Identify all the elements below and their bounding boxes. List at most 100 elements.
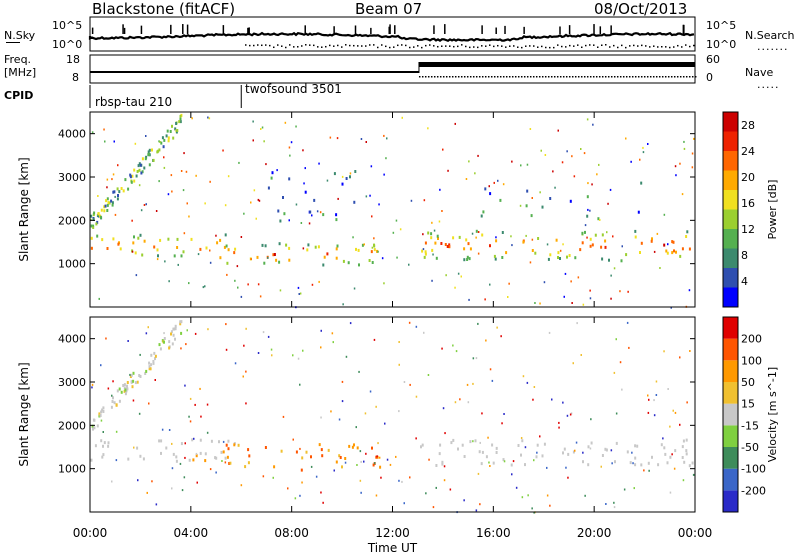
noise-cell [91, 386, 93, 389]
nave-point [667, 76, 670, 78]
noise-cell [591, 183, 593, 186]
colorbar-tick-label: 16 [741, 197, 755, 210]
noise-cell [488, 185, 490, 188]
data-cell [99, 414, 102, 417]
data-cell [450, 441, 453, 445]
noise-cell [531, 238, 534, 241]
data-cell [174, 327, 177, 331]
noise-cell [364, 412, 367, 415]
data-cell [154, 357, 156, 361]
noise-cell [488, 461, 490, 464]
noise-cell [333, 469, 335, 472]
nsearch-point [437, 45, 439, 48]
data-cell [110, 199, 113, 203]
noise-cell [234, 279, 236, 282]
nave-point [664, 76, 667, 78]
data-cell [102, 444, 104, 448]
data-cell [100, 208, 103, 212]
nave-point [442, 76, 445, 78]
data-cell [435, 256, 438, 260]
data-cell [132, 241, 135, 245]
noise-cell [180, 347, 182, 350]
noise-cell [662, 437, 664, 440]
data-cell [354, 170, 357, 173]
data-cell [175, 122, 178, 125]
data-cell [495, 446, 498, 450]
noise-cell [292, 354, 294, 357]
data-cell [150, 363, 153, 367]
noise-cell [681, 193, 684, 196]
data-cell [199, 438, 202, 442]
data-cell [522, 240, 525, 244]
x-axis-label: Time UT [367, 541, 418, 554]
nsearch-point [461, 44, 463, 46]
data-cell [98, 412, 101, 416]
noise-cell [184, 384, 186, 387]
data-cell [117, 194, 119, 197]
data-cell [226, 455, 229, 459]
noise-cell [311, 214, 313, 217]
data-cell [136, 170, 139, 173]
data-cell [139, 454, 142, 458]
noise-cell [468, 160, 470, 163]
data-cell [227, 248, 230, 252]
data-cell [347, 261, 350, 265]
nave-point [592, 76, 595, 78]
noise-cell [503, 413, 505, 415]
data-cell [204, 459, 207, 463]
data-cell [158, 148, 161, 152]
data-cell [574, 256, 577, 260]
data-cell [685, 235, 688, 238]
noise-cell [540, 149, 542, 152]
noise-cell [628, 346, 630, 349]
nsearch-point [545, 46, 547, 49]
data-cell [122, 189, 125, 193]
data-cell [353, 200, 356, 204]
data-cell [148, 163, 151, 167]
noise-cell [183, 476, 186, 479]
noise-cell [237, 286, 239, 289]
data-cell [199, 451, 202, 455]
nsearch-point [569, 44, 571, 47]
noise-cell [183, 152, 185, 155]
noise-cell [655, 394, 658, 396]
nave-point [574, 76, 577, 78]
noise-cell [431, 221, 433, 224]
colorbar-frame [722, 111, 739, 308]
data-cell [379, 465, 382, 469]
nsearch-point [349, 44, 351, 47]
nsearch-point [261, 44, 263, 47]
data-cell [597, 217, 600, 221]
freq-label: Freq. [4, 53, 32, 66]
noise-cell [564, 272, 567, 275]
data-cell [494, 257, 497, 261]
nave-point [625, 76, 628, 78]
nsearch-point [369, 44, 371, 46]
y-axis-label: Slant Range [km] [17, 362, 31, 466]
noise-cell [319, 211, 322, 214]
nsearch-point [325, 45, 327, 48]
noise-cell [331, 332, 334, 335]
noise-cell [566, 414, 569, 417]
noise-cell [679, 162, 681, 165]
data-cell [439, 443, 442, 447]
nsearch-point [693, 44, 695, 47]
noise-cell [156, 258, 159, 261]
noise-cell [481, 412, 483, 415]
data-cell [427, 231, 430, 235]
nave-point [676, 76, 679, 78]
nave-point [544, 76, 547, 78]
nsearch-point [333, 45, 335, 47]
nsearch-point [457, 45, 459, 48]
noise-cell [485, 339, 487, 342]
data-cell [248, 454, 251, 458]
noise-cell [261, 126, 264, 129]
data-cell [125, 389, 128, 393]
nsearch-point [489, 44, 491, 46]
noise-cell [196, 481, 198, 484]
noise-cell [376, 455, 378, 458]
data-cell [663, 243, 666, 247]
data-cell [423, 255, 426, 259]
nave-point [502, 76, 505, 78]
colorbar-segment [723, 190, 738, 210]
